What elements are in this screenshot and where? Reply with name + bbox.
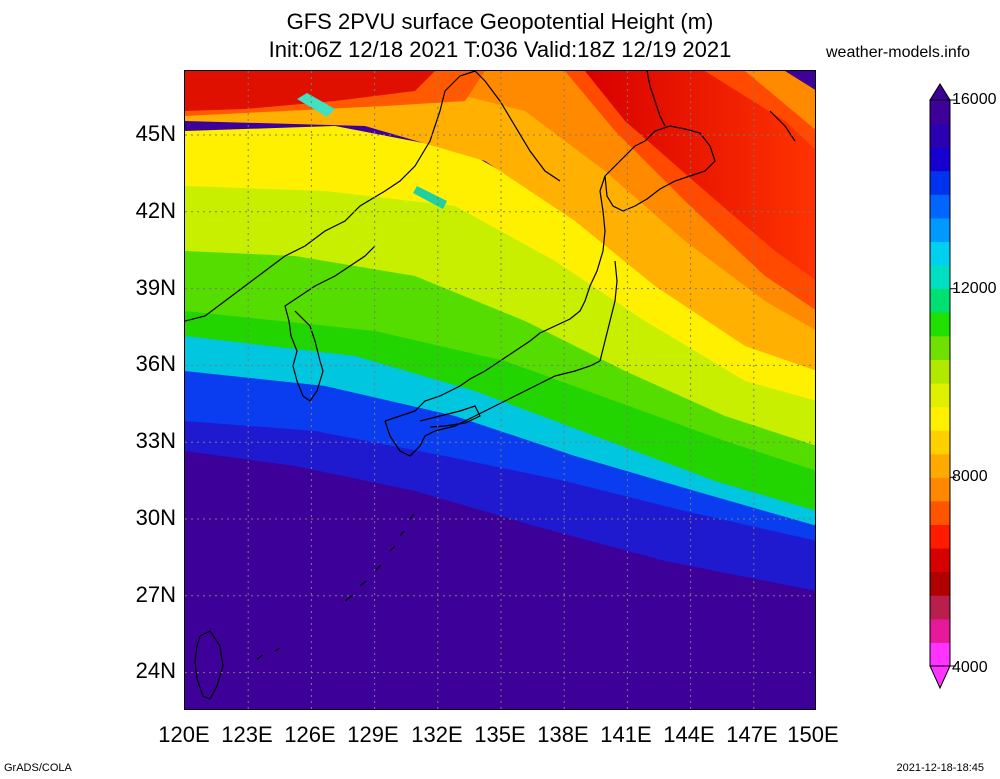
colorbar-segment: [930, 100, 950, 125]
colorbar-label: 8000: [952, 468, 988, 485]
lon-tick-label: 144E: [663, 722, 715, 747]
colorbar-segment: [930, 335, 950, 360]
colorbar-segment: [930, 147, 950, 172]
lat-tick-label: 36N: [135, 351, 176, 376]
lon-tick-label: 147E: [726, 722, 778, 747]
colorbar-segments: [930, 100, 950, 667]
colorbar-segment: [930, 241, 950, 266]
colorbar-segment: [930, 312, 950, 337]
colorbar-segment: [930, 383, 950, 408]
colorbar-segment: [930, 359, 950, 384]
colorbar-label: 16000: [952, 91, 997, 108]
colorbar-segment: [930, 595, 950, 620]
lon-tick-label: 135E: [474, 722, 526, 747]
colorbar-segment: [930, 453, 950, 478]
site-credit: weather-models.info: [826, 44, 971, 61]
lon-tick-label: 150E: [787, 722, 839, 747]
colorbar-label: 12000: [952, 280, 997, 297]
lat-tick-label: 33N: [135, 428, 176, 453]
footer-credit: GrADS/COLA: [4, 762, 72, 774]
colorbar-segment: [930, 194, 950, 219]
lat-tick-label: 45N: [135, 121, 176, 146]
map-panel: [184, 70, 816, 710]
lon-tick-label: 129E: [347, 722, 399, 747]
colorbar-segment: [930, 123, 950, 148]
lat-tick-label: 24N: [135, 658, 176, 683]
lat-tick-label: 30N: [135, 505, 176, 530]
colorbar-segment: [930, 500, 950, 525]
footer-timestamp: 2021-12-18-18:45: [896, 762, 984, 774]
lon-tick-label: 138E: [537, 722, 589, 747]
lon-tick-label: 126E: [284, 722, 336, 747]
lat-tick-label: 39N: [135, 275, 176, 300]
map-field: [185, 71, 815, 709]
lon-tick-label: 132E: [411, 722, 463, 747]
lon-tick-label: 141E: [600, 722, 652, 747]
lat-tick-label: 42N: [135, 198, 176, 223]
coastlines: [185, 71, 796, 700]
colorbar: [929, 83, 956, 690]
grid-lines: [185, 71, 815, 709]
lon-tick-label: 123E: [221, 722, 273, 747]
colorbar-segment: [930, 571, 950, 596]
colorbar-bottom-arrow: [929, 665, 951, 690]
colorbar-label: 4000: [952, 659, 988, 676]
colorbar-segment: [930, 406, 950, 431]
colorbar-segment: [930, 548, 950, 573]
colorbar-segment: [930, 217, 950, 242]
colorbar-segment: [930, 642, 950, 667]
colorbar-segment: [930, 288, 950, 313]
colorbar-segment: [930, 430, 950, 455]
colorbar-segment: [930, 524, 950, 549]
lon-tick-label: 120E: [158, 722, 210, 747]
colorbar-segment: [930, 170, 950, 195]
title-line-2: Init:06Z 12/18 2021 T:036 Valid:18Z 12/1…: [268, 37, 732, 62]
lat-tick-label: 27N: [135, 582, 176, 607]
colorbar-segment: [930, 477, 950, 502]
colorbar-segment: [930, 618, 950, 643]
title-line-1: GFS 2PVU surface Geopotential Height (m): [286, 9, 714, 34]
colorbar-segment: [930, 265, 950, 290]
colorbar-top-arrow: [929, 83, 951, 101]
